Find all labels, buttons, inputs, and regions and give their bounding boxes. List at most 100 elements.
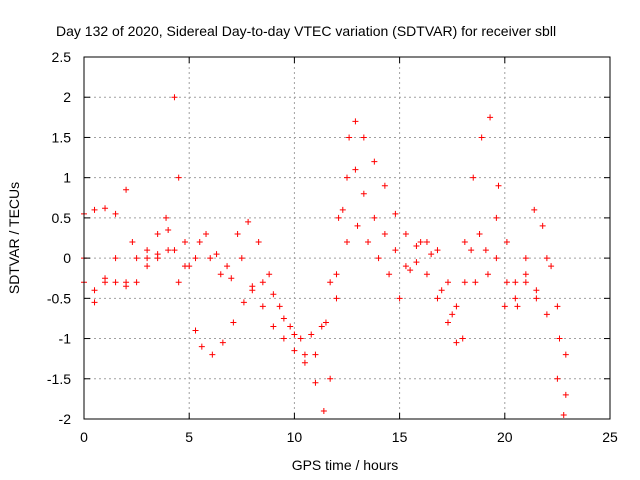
data-point xyxy=(478,134,485,141)
data-point xyxy=(327,375,334,382)
data-point xyxy=(352,166,359,173)
data-point xyxy=(276,303,283,310)
x-axis-label: GPS time / hours xyxy=(292,457,399,473)
data-point xyxy=(402,230,409,237)
data-point xyxy=(476,230,483,237)
data-point xyxy=(175,174,182,181)
data-point xyxy=(291,347,298,354)
data-point xyxy=(175,279,182,286)
data-point xyxy=(487,114,494,121)
data-point xyxy=(133,255,140,262)
data-point xyxy=(346,134,353,141)
data-point xyxy=(154,255,161,262)
data-point xyxy=(371,214,378,221)
data-point xyxy=(322,319,329,326)
plot-frame xyxy=(83,56,611,420)
grid xyxy=(84,57,610,419)
data-point xyxy=(259,303,266,310)
data-point xyxy=(413,243,420,250)
data-point xyxy=(554,303,561,310)
data-point xyxy=(339,206,346,213)
data-point xyxy=(453,339,460,346)
data-point xyxy=(434,247,441,254)
data-point xyxy=(560,411,567,418)
data-point xyxy=(280,315,287,322)
data-point xyxy=(533,295,540,302)
data-point xyxy=(238,255,245,262)
data-point xyxy=(449,311,456,318)
data-point xyxy=(470,174,477,181)
data-point xyxy=(354,222,361,229)
data-point xyxy=(453,303,460,310)
data-point xyxy=(543,311,550,318)
data-point xyxy=(198,343,205,350)
data-point xyxy=(112,255,119,262)
data-point xyxy=(91,299,98,306)
data-point xyxy=(501,303,508,310)
data-point xyxy=(308,331,315,338)
series-trace-a xyxy=(81,114,569,414)
data-point xyxy=(392,210,399,217)
data-point xyxy=(360,134,367,141)
data-point xyxy=(459,335,466,342)
data-point xyxy=(512,279,519,286)
data-point xyxy=(554,375,561,382)
y-tick-label: 2.5 xyxy=(52,49,72,65)
data-point xyxy=(217,271,224,278)
data-point xyxy=(102,279,109,286)
y-tick-label: 0.5 xyxy=(52,210,72,226)
data-point xyxy=(91,206,98,213)
data-point xyxy=(344,239,350,246)
data-point xyxy=(163,214,170,221)
data-point xyxy=(365,239,372,246)
data-point xyxy=(461,239,468,246)
data-point xyxy=(207,255,214,262)
y-tick-label: 1.5 xyxy=(52,129,72,145)
data-point xyxy=(196,239,203,246)
data-point xyxy=(266,271,273,278)
data-point xyxy=(531,206,538,213)
data-point xyxy=(203,230,210,237)
data-point xyxy=(533,287,540,294)
data-point xyxy=(171,94,178,101)
x-tick-label: 20 xyxy=(497,429,513,445)
data-point xyxy=(234,230,241,237)
data-point xyxy=(344,174,350,181)
data-point xyxy=(165,226,172,233)
data-point xyxy=(123,279,130,286)
data-point xyxy=(444,319,451,326)
data-point xyxy=(468,247,475,254)
data-point xyxy=(562,351,569,358)
x-tick-label: 5 xyxy=(185,429,193,445)
y-tick-label: -1.5 xyxy=(47,371,71,387)
data-point xyxy=(301,359,308,366)
y-tick-label: 2 xyxy=(63,89,71,105)
tick-labels: 0 5 10 15 20 25 2.5 2 1.5 1 0.5 0 -0.5 -1 -1.5 -2 xyxy=(47,49,618,445)
data-point xyxy=(352,118,359,125)
data-point xyxy=(472,279,479,286)
data-point xyxy=(186,263,193,270)
data-point xyxy=(375,255,382,262)
data-point xyxy=(543,255,550,262)
data-point xyxy=(503,279,510,286)
data-point xyxy=(493,255,500,262)
x-tick-label: 10 xyxy=(287,429,303,445)
data-point xyxy=(381,182,388,189)
data-point xyxy=(312,351,319,358)
data-point xyxy=(270,323,277,330)
data-point xyxy=(434,295,441,302)
data-point xyxy=(230,319,237,326)
data-point xyxy=(165,247,172,254)
data-point xyxy=(413,259,420,266)
data-point xyxy=(333,295,340,302)
data-point xyxy=(548,263,555,270)
data-point xyxy=(291,331,298,338)
data-point xyxy=(327,279,334,286)
data-point xyxy=(333,271,340,278)
data-point xyxy=(112,279,119,286)
data-point xyxy=(144,263,151,270)
data-point xyxy=(259,279,266,286)
x-tick-label: 15 xyxy=(392,429,408,445)
x-tick-label: 25 xyxy=(602,429,618,445)
